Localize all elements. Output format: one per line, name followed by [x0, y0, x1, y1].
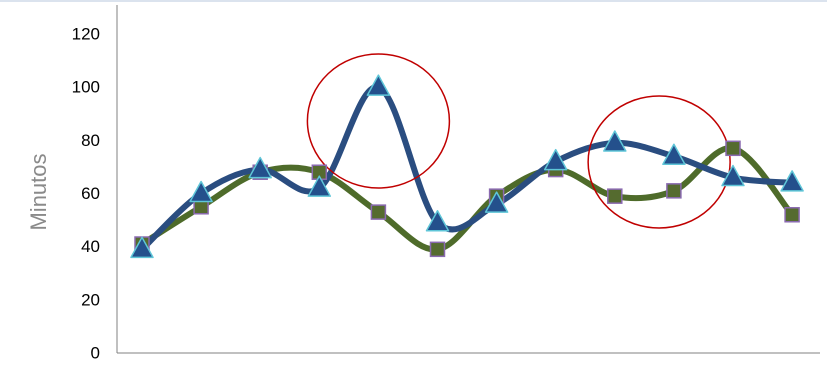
series-markers	[130, 74, 804, 259]
y-axis-label: Minutos	[26, 153, 51, 230]
top-border	[0, 0, 827, 2]
series-1-point	[607, 188, 623, 204]
y-tick-label: 20	[81, 290, 100, 309]
series-2-point	[662, 143, 686, 166]
y-tick-label: 80	[81, 131, 100, 150]
series-2-point	[603, 130, 627, 152]
y-tick-label: 40	[81, 237, 100, 256]
series-2-point	[366, 74, 391, 96]
series-1-point	[666, 183, 682, 199]
y-tick-label: 100	[72, 78, 100, 97]
series-2-point	[484, 191, 509, 213]
series-lines	[139, 84, 796, 253]
series-2-point	[425, 209, 450, 232]
y-axis: 0 20 40 60 80 100 120	[72, 5, 118, 362]
series-1-point	[370, 204, 387, 220]
series-2-line	[139, 84, 796, 253]
series-2-point	[248, 156, 272, 179]
annotation-circles	[306, 53, 731, 229]
y-tick-label: 120	[72, 24, 100, 43]
series-1-point	[429, 241, 446, 258]
y-tick-label: 0	[91, 343, 100, 362]
series-1-point	[725, 140, 741, 157]
annotation-circle	[306, 53, 451, 189]
series-2-point	[307, 175, 332, 197]
y-tick-labels: 0 20 40 60 80 100 120	[72, 24, 100, 362]
series-2-point	[543, 148, 568, 171]
series-2-point	[721, 164, 745, 187]
series-2-point	[189, 180, 213, 203]
series-2-point	[780, 170, 804, 192]
series-1-point	[784, 207, 800, 223]
y-tick-label: 60	[81, 184, 100, 203]
annotation-circle	[587, 95, 731, 229]
series-2-point	[130, 236, 154, 259]
